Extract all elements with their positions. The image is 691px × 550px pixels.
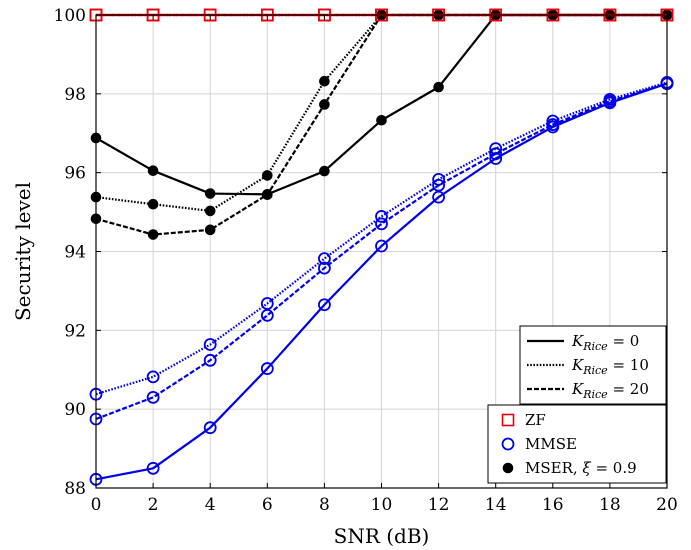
legend-label: MMSE xyxy=(525,435,577,453)
circle-marker xyxy=(146,390,160,404)
y-tick-label: 94 xyxy=(64,243,86,263)
x-tick-label: 18 xyxy=(599,495,621,515)
x-tick-label: 14 xyxy=(485,495,507,515)
circle-marker xyxy=(317,298,331,312)
x-tick-label: 20 xyxy=(656,495,678,515)
dot-marker xyxy=(262,189,273,201)
dot-marker xyxy=(262,170,273,181)
circle-marker xyxy=(203,421,217,435)
circle-marker xyxy=(260,362,274,375)
dot-marker xyxy=(319,165,330,177)
dot-marker xyxy=(502,462,514,474)
x-tick-label: 6 xyxy=(262,495,273,515)
dot-marker xyxy=(319,75,330,87)
dot-marker xyxy=(204,224,216,236)
legend-label: KRice = 20 xyxy=(571,380,649,401)
legend-label: ZF xyxy=(525,411,546,429)
circle-marker xyxy=(260,308,274,322)
legend-box xyxy=(487,404,667,484)
legend-label: KRice = 10 xyxy=(571,356,649,377)
y-axis-label: Security level xyxy=(11,182,35,321)
series-line xyxy=(95,82,668,481)
dot-marker xyxy=(204,188,216,199)
legend-label: MSER, ξ = 0.9 xyxy=(525,459,637,477)
circle-marker xyxy=(375,239,388,253)
x-tick-label: 2 xyxy=(148,495,159,515)
x-tick-label: 4 xyxy=(205,495,216,515)
y-tick-label: 90 xyxy=(64,400,86,420)
legend-markers: ZF MMSE MSER, ξ = 0.9 xyxy=(487,404,667,484)
circle-marker xyxy=(546,114,560,128)
legend-label: KRice = 0 xyxy=(571,332,639,353)
x-tick-label: 12 xyxy=(428,495,450,515)
x-tick-label: 8 xyxy=(319,495,330,515)
circle-marker xyxy=(546,118,560,131)
x-axis-label: SNR (dB) xyxy=(334,524,430,548)
circle-marker xyxy=(432,178,446,192)
circle-marker xyxy=(375,217,388,231)
circle-marker xyxy=(489,147,503,161)
dot-marker xyxy=(204,205,216,217)
ticks: 0 2 4 6 8 10 12 14 16 18 20 88 90 92 94 96 98 100 xyxy=(54,6,678,515)
x-tick-label: 10 xyxy=(371,495,393,515)
circle-marker xyxy=(203,338,217,351)
series-line xyxy=(95,82,668,421)
y-tick-label: 98 xyxy=(64,85,86,105)
square-marker xyxy=(501,413,515,427)
circle-marker xyxy=(375,210,388,223)
legend-line-styles: KRice = 0 KRice = 10 KRice = 20 xyxy=(519,325,667,405)
y-tick-label: 92 xyxy=(64,321,86,341)
circle-marker xyxy=(489,152,503,165)
dot-marker xyxy=(147,229,159,240)
y-tick-label: 88 xyxy=(64,479,86,499)
circle-marker xyxy=(146,370,160,384)
circle-marker xyxy=(317,261,331,275)
circle-marker xyxy=(501,437,515,451)
series-line xyxy=(95,81,668,396)
y-tick-label: 100 xyxy=(54,6,86,26)
circle-marker xyxy=(203,353,217,367)
circle-marker xyxy=(146,461,160,475)
y-tick-label: 96 xyxy=(64,164,86,184)
dot-marker xyxy=(147,165,159,176)
dot-marker xyxy=(376,114,387,126)
x-tick-label: 16 xyxy=(542,495,564,515)
circle-marker xyxy=(603,94,617,108)
dot-marker xyxy=(433,81,444,93)
circle-marker xyxy=(489,142,503,156)
circle-marker xyxy=(317,252,331,265)
dot-marker xyxy=(319,99,330,110)
dot-marker xyxy=(147,198,159,210)
x-tick-label: 0 xyxy=(91,495,102,515)
